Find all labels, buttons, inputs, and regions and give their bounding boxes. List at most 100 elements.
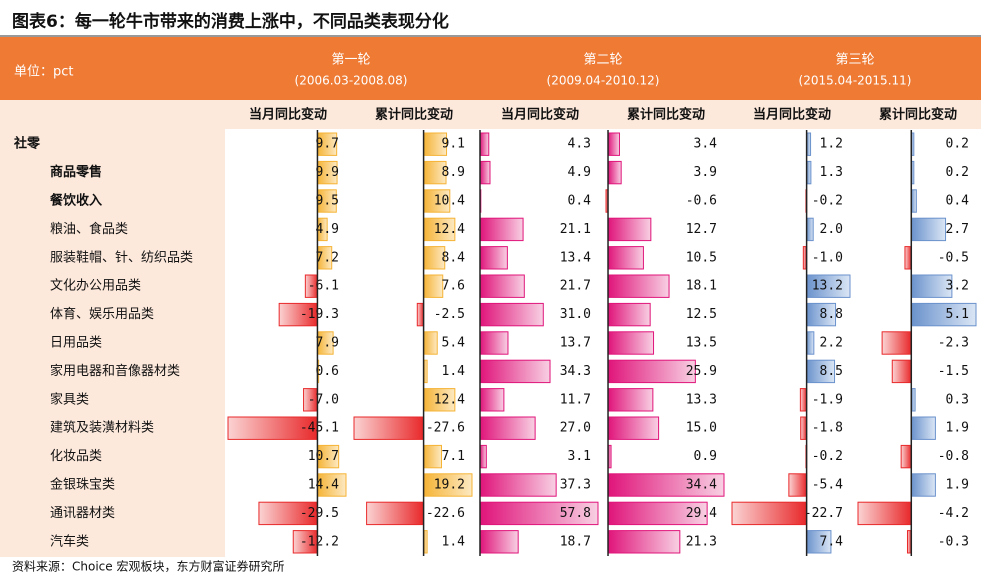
cell-value: -1.8	[812, 421, 843, 436]
data-bar	[607, 132, 620, 156]
cell-value: 10.7	[308, 449, 339, 464]
cell-value: 0.4	[568, 194, 592, 209]
data-bar	[799, 388, 808, 412]
data-bar	[479, 132, 490, 156]
cell-value: 13.5	[686, 336, 717, 351]
cell-value: 0.2	[946, 165, 969, 180]
cell-value: 5.4	[442, 336, 466, 351]
row-label: 粮油、食品类	[50, 221, 128, 237]
cell-value: -0.5	[938, 250, 969, 265]
data-bar	[806, 331, 815, 355]
cell-value: 1.3	[820, 165, 843, 180]
cell-value: -27.6	[426, 421, 465, 436]
cell-value: 13.2	[812, 279, 843, 294]
cell-value: 13.3	[686, 392, 717, 407]
cell-value: 7.2	[316, 250, 339, 265]
data-bar	[366, 501, 425, 526]
data-bar	[910, 416, 936, 440]
group-name: 第二轮	[583, 53, 622, 68]
cell-value: 21.1	[560, 222, 591, 237]
cell-value: 0.9	[694, 449, 717, 464]
cell-value: 9.7	[316, 137, 339, 152]
data-bar	[607, 388, 654, 412]
group-name: 第三轮	[835, 53, 874, 68]
data-bar	[900, 444, 912, 469]
cell-value: 34.3	[560, 364, 591, 379]
group-period: (2009.04-2010.12)	[547, 74, 660, 88]
cell-value: -1.9	[812, 392, 843, 407]
data-bar	[806, 217, 814, 242]
cell-value: 1.9	[946, 478, 969, 493]
group-period: (2015.04-2015.11)	[799, 74, 912, 88]
data-bar	[423, 444, 442, 469]
cell-value: 1.2	[820, 137, 843, 152]
cell-value: 9.9	[316, 165, 339, 180]
cell-value: 21.3	[686, 534, 717, 549]
data-bar	[607, 160, 622, 185]
data-bar	[423, 331, 438, 355]
data-bar	[910, 473, 936, 497]
cell-value: 1.4	[442, 364, 466, 379]
column-header: 当月同比变动	[753, 107, 831, 123]
cell-value: 12.4	[434, 392, 465, 407]
data-bar	[607, 274, 670, 298]
cell-value: -1.0	[812, 250, 843, 265]
data-bar	[479, 444, 487, 469]
data-bar	[479, 473, 557, 497]
cell-value: -2.5	[434, 307, 465, 322]
data-bar	[479, 302, 544, 327]
data-bar	[607, 331, 655, 355]
cell-value: 31.0	[560, 307, 591, 322]
row-label: 商品零售	[50, 164, 102, 180]
cell-value: 18.1	[686, 279, 717, 294]
cell-value: 2.7	[946, 222, 969, 237]
cell-value: 5.1	[946, 307, 969, 322]
row-label: 体育、娱乐用品类	[50, 306, 154, 322]
cell-value: -0.2	[812, 194, 843, 209]
data-bar	[423, 274, 444, 298]
cell-value: 9.5	[316, 194, 339, 209]
cell-value: 7.9	[316, 336, 339, 351]
data-bar	[607, 530, 681, 554]
data-bar	[479, 416, 536, 440]
cell-value: -6.1	[308, 279, 339, 294]
cell-value: 3.1	[568, 449, 591, 464]
data-bar	[891, 359, 912, 384]
cell-value: 13.7	[560, 336, 591, 351]
data-bar	[910, 189, 917, 213]
data-bar	[607, 246, 644, 270]
row-label: 汽车类	[50, 533, 89, 549]
row-label: 家具类	[50, 391, 89, 407]
cell-value: 12.7	[686, 222, 717, 237]
data-bar	[800, 416, 808, 440]
cell-value: 9.1	[442, 137, 465, 152]
cell-value: 8.5	[820, 364, 843, 379]
data-bar	[788, 473, 808, 497]
cell-value: 12.5	[686, 307, 717, 322]
cell-value: -45.1	[300, 421, 339, 436]
data-bar	[353, 416, 425, 440]
data-bar	[881, 331, 912, 355]
column-header: 当月同比变动	[501, 107, 579, 123]
cell-value: 11.7	[560, 392, 591, 407]
source-note: 资料来源：Choice 宏观板块，东方财富证券研究所	[12, 559, 284, 574]
cell-value: 0.3	[946, 392, 969, 407]
data-bar	[479, 274, 525, 298]
label-column	[0, 129, 225, 557]
data-bar	[479, 217, 524, 242]
column-header: 累计同比变动	[879, 107, 957, 123]
cell-value: 0.2	[946, 137, 969, 152]
data-bar	[607, 359, 696, 384]
cell-value: -29.5	[300, 506, 339, 521]
cell-value: 4.9	[568, 165, 591, 180]
cell-value: 15.0	[686, 421, 717, 436]
row-label: 金银珠宝类	[50, 477, 115, 493]
data-bar	[479, 359, 551, 384]
cell-value: 3.4	[694, 137, 718, 152]
data-bar	[607, 217, 652, 242]
cell-value: 7.6	[442, 279, 465, 294]
cell-value: -5.4	[812, 478, 843, 493]
cell-value: 4.9	[316, 222, 339, 237]
cell-value: 4.3	[568, 137, 591, 152]
